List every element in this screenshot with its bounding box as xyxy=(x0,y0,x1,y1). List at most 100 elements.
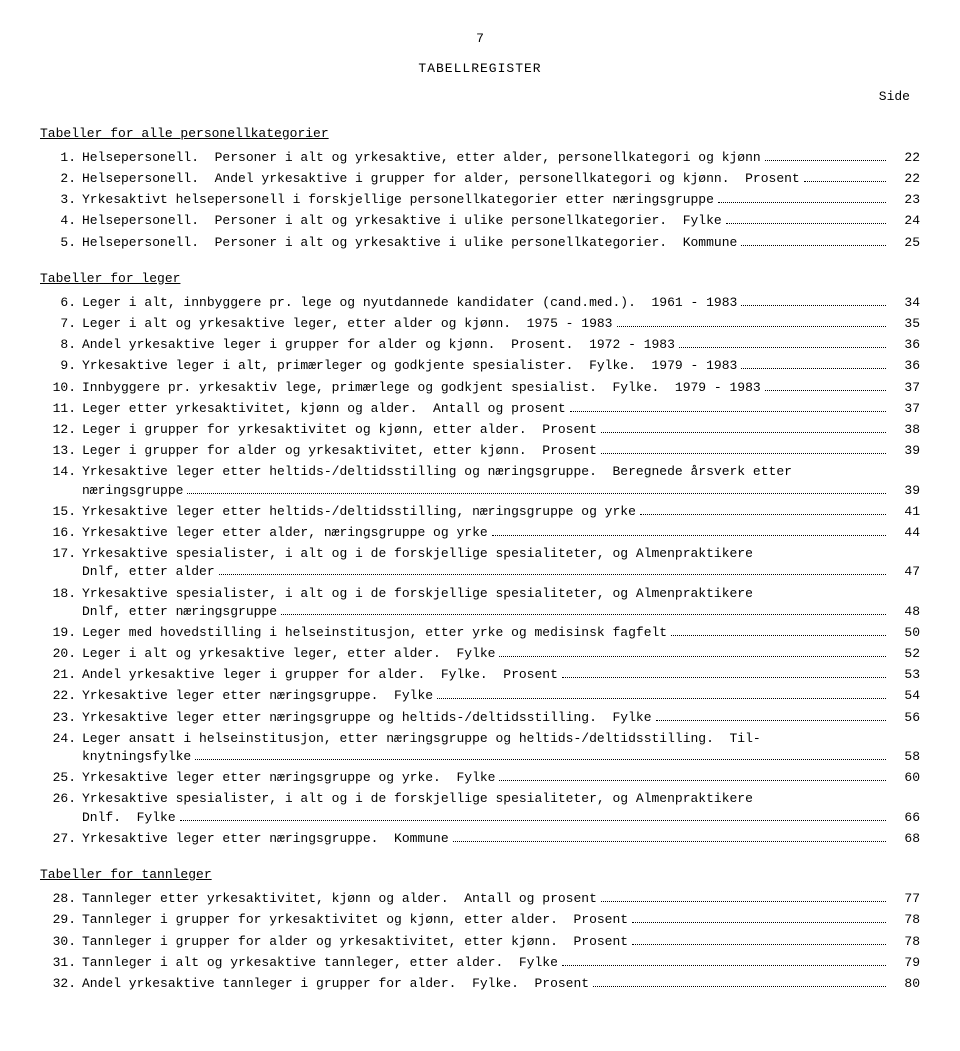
entry-page: 37 xyxy=(890,400,920,418)
leader-dots xyxy=(804,171,886,182)
entry-page: 25 xyxy=(890,234,920,252)
leader-dots xyxy=(499,770,886,781)
entry-number: 14. xyxy=(40,463,82,481)
leader-dots xyxy=(765,379,886,390)
entry-text: næringsgruppe xyxy=(82,482,183,500)
entry-text: Leger i alt, innbyggere pr. lege og nyut… xyxy=(82,294,737,312)
entry-number: 2. xyxy=(40,170,82,188)
entry-page: 38 xyxy=(890,421,920,439)
toc-entry: 18.Yrkesaktive spesialister, i alt og i … xyxy=(40,585,920,621)
entry-text: Yrkesaktive leger etter næringsgruppe og… xyxy=(82,769,495,787)
entry-number: 27. xyxy=(40,830,82,848)
entry-text: Yrkesaktive leger i alt, primærleger og … xyxy=(82,357,737,375)
leader-dots xyxy=(453,830,886,841)
toc-entry: 8.Andel yrkesaktive leger i grupper for … xyxy=(40,336,920,354)
entry-page: 60 xyxy=(890,769,920,787)
entry-page: 68 xyxy=(890,830,920,848)
entry-number: 19. xyxy=(40,624,82,642)
entry-text: Leger ansatt i helseinstitusjon, etter n… xyxy=(82,730,920,748)
entry-text: Leger i grupper for alder og yrkesaktivi… xyxy=(82,442,597,460)
entry-text: Tannleger i alt og yrkesaktive tannleger… xyxy=(82,954,558,972)
entry-page: 48 xyxy=(890,603,920,621)
toc-entry: 17.Yrkesaktive spesialister, i alt og i … xyxy=(40,545,920,581)
entry-page: 78 xyxy=(890,933,920,951)
entry-page: 52 xyxy=(890,645,920,663)
entry-text: Tannleger i grupper for yrkesaktivitet o… xyxy=(82,911,628,929)
toc-entry: 21.Andel yrkesaktive leger i grupper for… xyxy=(40,666,920,684)
entry-number: 6. xyxy=(40,294,82,312)
entry-page: 36 xyxy=(890,336,920,354)
entry-number: 24. xyxy=(40,730,82,748)
leader-dots xyxy=(437,688,886,699)
entry-text: Helsepersonell. Personer i alt og yrkesa… xyxy=(82,149,761,167)
leader-dots xyxy=(640,503,886,514)
entry-text: Yrkesaktive spesialister, i alt og i de … xyxy=(82,790,920,808)
leader-dots xyxy=(741,358,886,369)
entry-text: Andel yrkesaktive leger i grupper for al… xyxy=(82,666,558,684)
entry-text: Yrkesaktive leger etter heltids-/deltids… xyxy=(82,463,920,481)
entry-page: 23 xyxy=(890,191,920,209)
entry-page: 35 xyxy=(890,315,920,333)
entry-number: 10. xyxy=(40,379,82,397)
entry-page: 53 xyxy=(890,666,920,684)
entry-number: 13. xyxy=(40,442,82,460)
entry-page: 78 xyxy=(890,911,920,929)
leader-dots xyxy=(180,809,886,820)
entry-page: 50 xyxy=(890,624,920,642)
leader-dots xyxy=(601,422,886,433)
leader-dots xyxy=(656,709,887,720)
entry-text: Dnlf, etter alder xyxy=(82,563,215,581)
entry-text: Yrkesaktivt helsepersonell i forskjellig… xyxy=(82,191,714,209)
entry-text: Yrkesaktive leger etter heltids-/deltids… xyxy=(82,503,636,521)
entry-number: 1. xyxy=(40,149,82,167)
entry-text: Yrkesaktive leger etter næringsgruppe. K… xyxy=(82,830,449,848)
entry-text: Yrkesaktive spesialister, i alt og i de … xyxy=(82,545,920,563)
toc-entry: 16.Yrkesaktive leger etter alder, næring… xyxy=(40,524,920,542)
leader-dots xyxy=(718,192,886,203)
toc-entry: 30.Tannleger i grupper for alder og yrke… xyxy=(40,933,920,951)
leader-dots xyxy=(741,294,886,305)
entry-text: Andel yrkesaktive tannleger i grupper fo… xyxy=(82,975,589,993)
section-heading: Tabeller for alle personellkategorier xyxy=(40,125,920,143)
entry-number: 21. xyxy=(40,666,82,684)
entry-text: Leger i alt og yrkesaktive leger, etter … xyxy=(82,645,495,663)
entry-number: 7. xyxy=(40,315,82,333)
leader-dots xyxy=(617,316,887,327)
leader-dots xyxy=(492,525,886,536)
leader-dots xyxy=(726,213,886,224)
entry-number: 11. xyxy=(40,400,82,418)
entry-page: 47 xyxy=(890,563,920,581)
toc-entry: 13.Leger i grupper for alder og yrkesakt… xyxy=(40,442,920,460)
toc-entry: 2.Helsepersonell. Andel yrkesaktive i gr… xyxy=(40,170,920,188)
leader-dots xyxy=(570,400,886,411)
leader-dots xyxy=(741,234,886,245)
entry-number: 9. xyxy=(40,357,82,375)
toc-entry: 11.Leger etter yrkesaktivitet, kjønn og … xyxy=(40,400,920,418)
leader-dots xyxy=(765,149,886,160)
entry-page: 56 xyxy=(890,709,920,727)
leader-dots xyxy=(499,646,886,657)
leader-dots xyxy=(679,337,886,348)
toc-entry: 24.Leger ansatt i helseinstitusjon, ette… xyxy=(40,730,920,766)
leader-dots xyxy=(219,564,886,575)
entry-number: 16. xyxy=(40,524,82,542)
entry-page: 44 xyxy=(890,524,920,542)
entry-number: 3. xyxy=(40,191,82,209)
toc-entry: 26.Yrkesaktive spesialister, i alt og i … xyxy=(40,790,920,826)
leader-dots xyxy=(632,933,886,944)
toc-entry: 23.Yrkesaktive leger etter næringsgruppe… xyxy=(40,709,920,727)
entry-text: Leger etter yrkesaktivitet, kjønn og ald… xyxy=(82,400,566,418)
toc-entry: 14.Yrkesaktive leger etter heltids-/delt… xyxy=(40,463,920,499)
entry-number: 20. xyxy=(40,645,82,663)
entry-number: 32. xyxy=(40,975,82,993)
entry-number: 4. xyxy=(40,212,82,230)
entry-text: Leger i alt og yrkesaktive leger, etter … xyxy=(82,315,613,333)
toc-entry: 12.Leger i grupper for yrkesaktivitet og… xyxy=(40,421,920,439)
leader-dots xyxy=(632,912,886,923)
entry-text: Dnlf, etter næringsgruppe xyxy=(82,603,277,621)
entry-text: knytningsfylke xyxy=(82,748,191,766)
entry-text: Yrkesaktive leger etter næringsgruppe. F… xyxy=(82,687,433,705)
leader-dots xyxy=(593,975,886,986)
entry-number: 15. xyxy=(40,503,82,521)
toc-entry: 3.Yrkesaktivt helsepersonell i forskjell… xyxy=(40,191,920,209)
